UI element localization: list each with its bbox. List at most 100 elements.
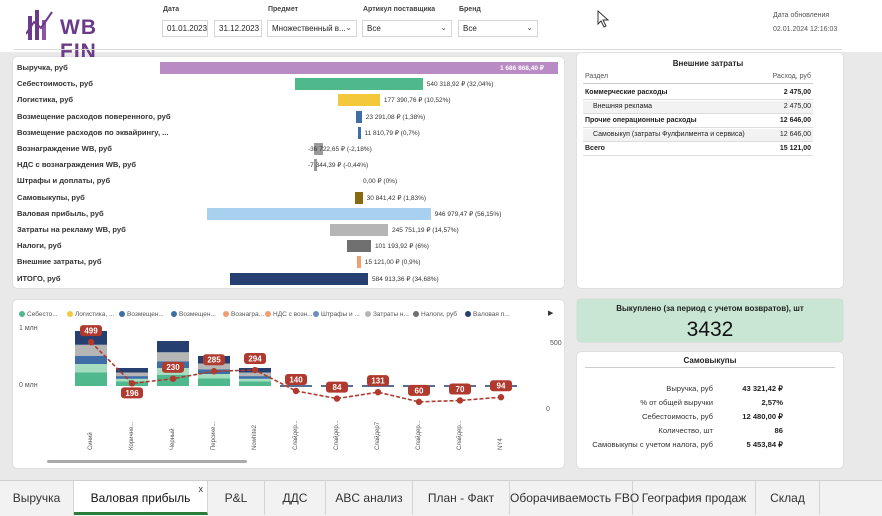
waterfall-bar[interactable] xyxy=(338,94,380,107)
date-to-input[interactable]: 31.12.2023 xyxy=(214,20,262,37)
bar-segment xyxy=(116,376,148,379)
legend-item[interactable]: Валовая п... xyxy=(465,311,510,318)
legend-item[interactable]: Налоги, руб xyxy=(413,311,457,318)
waterfall-value: -7 344,39 ₽ (-0,44%) xyxy=(308,162,369,170)
waterfall-row: Валовая прибыль, руб 946 979,47 ₽ (56,15%… xyxy=(13,206,575,222)
waterfall-bar[interactable] xyxy=(314,159,317,172)
tab-label: Валовая прибыль xyxy=(90,491,191,505)
line-point[interactable] xyxy=(128,380,136,387)
waterfall-row: Себестоимость, руб 540 318,92 ₽ (32,04%) xyxy=(13,76,575,92)
waterfall-bar[interactable] xyxy=(229,272,368,285)
y-right-tick: 0 xyxy=(546,406,550,413)
waterfall-label: Вознаграждение WB, руб xyxy=(17,144,112,153)
waterfall-value: 23 291,08 ₽ (1,38%) xyxy=(365,113,426,121)
tab-6[interactable]: Оборачиваемость FBO xyxy=(510,481,639,515)
legend-dot-icon xyxy=(465,311,471,317)
waterfall-bar[interactable] xyxy=(356,110,362,123)
waterfall-bar[interactable] xyxy=(330,224,388,236)
line-point[interactable] xyxy=(497,394,505,401)
chart-scrollbar[interactable] xyxy=(47,460,247,463)
tab-3[interactable]: ДДС xyxy=(265,481,326,515)
waterfall-label: Внешние затраты, руб xyxy=(17,257,102,267)
legend-label: НДС с возн... xyxy=(273,311,313,318)
logo-mark-icon xyxy=(26,10,53,40)
tab-2[interactable]: P&L xyxy=(208,481,265,515)
legend-item[interactable]: Возмещен... xyxy=(171,311,216,318)
article-dropdown[interactable]: Все ⌄ xyxy=(362,20,452,37)
tab-7[interactable]: География продаж xyxy=(633,481,756,515)
waterfall-label: НДС с вознаграждения WB, руб xyxy=(17,160,137,170)
waterfall-bar[interactable] xyxy=(295,78,423,91)
line-point[interactable] xyxy=(210,368,218,375)
article-dropdown-value: Все xyxy=(367,24,381,33)
waterfall-bar[interactable] xyxy=(314,143,323,155)
legend-item[interactable]: Возмещен... xyxy=(119,311,164,318)
x-axis-label: NY4 xyxy=(498,438,504,450)
line-point[interactable] xyxy=(292,387,300,395)
waterfall-bar[interactable] xyxy=(357,126,361,139)
waterfall-bar[interactable] xyxy=(355,191,363,204)
line-point[interactable] xyxy=(333,395,341,402)
external-costs-row: Прочие операционные расходы 12 646,00 xyxy=(583,115,813,128)
selfbuy-row-label: Самовыкупы с учетом налога, руб xyxy=(592,440,713,449)
legend-dot-icon xyxy=(171,311,177,317)
x-axis-label: Слайдер... xyxy=(457,420,463,450)
date-from-input[interactable]: 01.01.2023 xyxy=(162,20,208,37)
filter-date-label: Дата xyxy=(163,6,180,13)
external-row-label: Коммерческие расходы xyxy=(585,89,668,96)
filter-brand-label: Бренд xyxy=(459,6,481,13)
tab-label: ABC анализ xyxy=(335,491,403,505)
bar-segment xyxy=(239,376,271,379)
waterfall-label: Налоги, руб xyxy=(17,241,62,251)
external-costs-title: Внешние затраты xyxy=(672,59,744,68)
external-costs-panel: Внешние затраты Раздел Расход, руб Комме… xyxy=(577,53,843,288)
line-point[interactable] xyxy=(251,366,259,374)
tab-4[interactable]: ABC анализ xyxy=(326,481,413,515)
chevron-down-icon: ⌄ xyxy=(526,23,533,32)
legend-item[interactable]: Затраты н... xyxy=(365,311,409,318)
waterfall-label: Штрафы и доплаты, руб xyxy=(17,176,111,186)
tab-label: Выручка xyxy=(12,491,61,505)
line-data-label: 70 xyxy=(456,385,465,394)
legend-item[interactable]: Вознагра... xyxy=(223,311,264,318)
combo-chart-svg: 1 млн 0 млн 500 0 499 196 230 285 294 140 84 131 60 7… xyxy=(19,325,562,463)
line-data-label-bg xyxy=(408,384,430,396)
waterfall-value: 0,00 ₽ (0%) xyxy=(363,178,398,186)
waterfall-label: Валовая прибыль, руб xyxy=(17,208,104,218)
close-icon[interactable]: x xyxy=(198,484,204,494)
line-point[interactable] xyxy=(415,398,423,406)
waterfall-row: Затраты на рекламу WB, руб 245 751,19 ₽ (… xyxy=(13,222,575,238)
external-row-value: 2 475,00 xyxy=(783,89,811,96)
tab-5[interactable]: План - Факт xyxy=(413,481,510,515)
legend-label: Возмещен... xyxy=(179,311,216,318)
line-point[interactable] xyxy=(87,338,95,346)
brand-dropdown[interactable]: Все ⌄ xyxy=(458,20,538,37)
legend-label: Затраты н... xyxy=(373,311,409,318)
waterfall-bar[interactable] xyxy=(207,207,431,220)
legend-item[interactable]: Себесто... xyxy=(19,311,58,318)
tab-8[interactable]: Склад xyxy=(756,481,820,515)
line-point[interactable] xyxy=(374,388,382,396)
waterfall-bar[interactable] xyxy=(347,240,371,253)
external-costs-header: Раздел Расход, руб xyxy=(583,71,813,84)
waterfall-row: ИТОГО, руб 584 913,36 ₽ (34,68%) xyxy=(13,271,575,287)
tab-1[interactable]: Валовая прибыль x xyxy=(74,481,208,515)
waterfall-row: Логистика, руб 177 390,76 ₽ (10,52%) xyxy=(13,92,575,108)
external-row-label: Прочие операционные расходы xyxy=(585,117,697,124)
waterfall-bar[interactable] xyxy=(357,256,361,269)
legend-next-icon[interactable]: ▶ xyxy=(548,310,554,317)
tab-label: P&L xyxy=(224,491,248,505)
line-point[interactable] xyxy=(169,375,177,382)
waterfall-bar[interactable] xyxy=(160,62,558,74)
waterfall-row: НДС с вознаграждения WB, руб -7 344,39 ₽ … xyxy=(13,157,575,173)
waterfall-label: Логистика, руб xyxy=(17,95,74,105)
legend-label: Возмещен... xyxy=(127,311,164,318)
legend-item[interactable]: Штрафы и ... xyxy=(313,311,360,318)
legend-dot-icon xyxy=(67,311,73,317)
subject-dropdown[interactable]: Множественный в... ⌄ xyxy=(267,20,357,37)
legend-item[interactable]: НДС с возн... xyxy=(265,311,313,318)
tab-0[interactable]: Выручка xyxy=(0,481,74,515)
line-point[interactable] xyxy=(456,397,464,404)
legend-item[interactable]: Логистика, ... xyxy=(67,311,114,318)
update-value: 02.01.2024 12:16:03 xyxy=(773,26,838,33)
